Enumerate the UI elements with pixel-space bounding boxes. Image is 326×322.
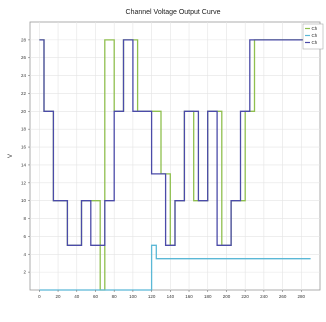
- y-axis-label: V: [8, 154, 14, 158]
- x-tick-label: 180: [204, 294, 212, 299]
- y-tick-label: 20: [21, 109, 27, 114]
- x-tick-label: 60: [93, 294, 99, 299]
- legend-label: Ch: [312, 26, 318, 31]
- y-tick-label: 12: [21, 180, 27, 185]
- chart-title: Channel Voltage Output Curve: [126, 9, 221, 16]
- legend: Ch Ch Ch: [302, 23, 324, 50]
- x-tick-label: 220: [241, 294, 249, 299]
- y-tick-label: 2: [23, 270, 26, 275]
- x-tick-label: 100: [129, 294, 137, 299]
- x-tick-label: 200: [223, 294, 231, 299]
- x-tick-label: 160: [185, 294, 193, 299]
- y-tick-label: 6: [23, 234, 26, 239]
- series-line-2: [39, 39, 311, 246]
- y-tick-label: 18: [21, 127, 27, 132]
- legend-label: Ch: [312, 33, 318, 38]
- plot-area: [29, 21, 321, 291]
- y-tick-label: 10: [21, 198, 27, 203]
- y-tick-label: 24: [21, 73, 27, 78]
- y-tick-label: 14: [21, 162, 27, 167]
- y-tick-label: 26: [21, 55, 27, 60]
- y-tick-label: 4: [23, 252, 26, 257]
- y-tick-label: 8: [23, 216, 26, 221]
- x-tick-label: 120: [148, 294, 156, 299]
- x-tick-label: 280: [298, 294, 306, 299]
- x-tick-label: 20: [56, 294, 62, 299]
- x-tick-label: 140: [167, 294, 175, 299]
- x-tick-label: 0: [38, 294, 41, 299]
- x-tick-label: 40: [74, 294, 80, 299]
- y-tick-label: 16: [21, 145, 27, 150]
- x-tick-label: 80: [112, 294, 118, 299]
- y-tick-label: 28: [21, 37, 27, 42]
- y-tick-label: 22: [21, 91, 27, 96]
- x-tick-labels: 0 20 40 60 80 100 120 140 160 180 200 220 240 260 280: [38, 290, 306, 299]
- x-tick-label: 240: [260, 294, 268, 299]
- legend-label: Ch: [312, 40, 318, 45]
- x-tick-label: 260: [279, 294, 287, 299]
